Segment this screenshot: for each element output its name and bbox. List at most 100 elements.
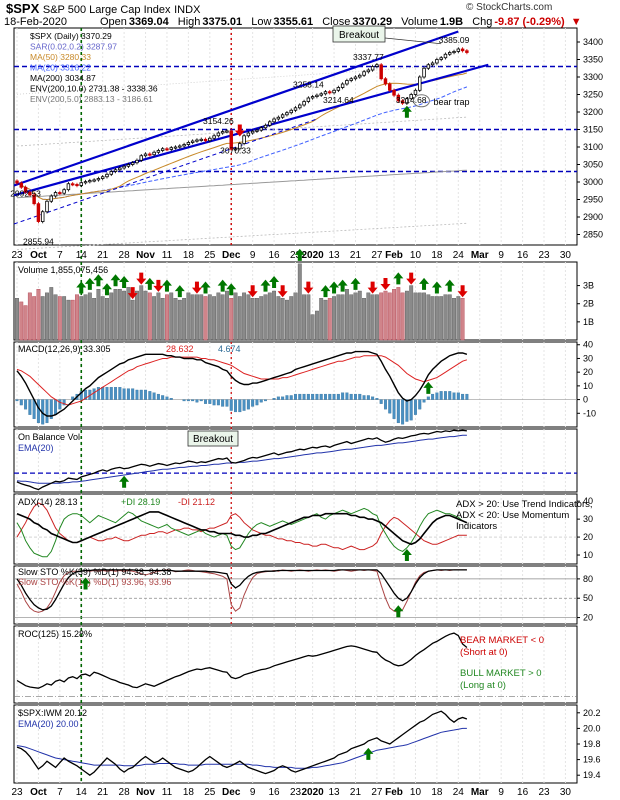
price-candle-body — [310, 96, 315, 99]
macd-ytick-label: 30 — [583, 353, 593, 363]
roc-note-bear-sub: (Short at 0) — [460, 647, 508, 658]
volume-bar — [40, 296, 45, 341]
macd-histogram-bar — [229, 399, 233, 411]
ratio-ema-line — [16, 727, 467, 769]
volume-bar — [177, 299, 182, 341]
macd-histogram-bar — [289, 395, 293, 400]
price-candle-body — [430, 62, 435, 66]
volume-bar — [366, 292, 371, 341]
volume-bar — [190, 294, 195, 341]
price-candle-body — [40, 211, 45, 222]
exchange: INDX — [174, 4, 201, 16]
macd-ytick-label: 10 — [583, 381, 593, 391]
price-candle-body — [62, 189, 66, 194]
macd-histogram-bar — [131, 388, 135, 400]
price-candle-body — [143, 153, 148, 157]
volume-bar — [409, 285, 414, 341]
slowsto-ytick-label: 50 — [583, 593, 593, 603]
price-candle-body — [160, 148, 165, 151]
volume-bar — [447, 294, 452, 341]
macd-histogram-bar — [371, 396, 375, 400]
volume-bar — [417, 292, 422, 341]
quote-line: Open 3369.04 High 3375.01 Low 3355.61 Close… — [100, 16, 582, 28]
obv-ema-legend: EMA(20) — [18, 443, 54, 453]
macd-legend-macd: MACD(12,26,9) 33.305 — [18, 344, 111, 354]
volume-bar — [169, 292, 174, 341]
volume-bar — [152, 296, 157, 341]
volume-bar — [332, 296, 336, 341]
volume-bar — [374, 294, 379, 341]
macd-histogram-bar — [101, 387, 105, 400]
price-candle-body — [285, 112, 289, 116]
volume-bar — [207, 294, 212, 341]
price-candle-body — [212, 135, 216, 139]
price-candle-body — [203, 138, 208, 142]
price-ytick-label: 3050 — [583, 160, 603, 170]
volume-bar — [199, 294, 204, 341]
price-candle-body — [96, 178, 101, 181]
macd-histogram-bar — [204, 399, 208, 404]
volume-bar — [327, 298, 332, 341]
macd-histogram-bar — [298, 393, 302, 400]
volume-bar — [400, 292, 405, 341]
x-axis-top-label: 27 — [371, 250, 383, 261]
volume-up-arrow-icon — [337, 279, 348, 292]
x-axis-bottom-label: 11 — [162, 787, 173, 798]
x-axis-top-label: 23 — [538, 250, 550, 261]
macd-histogram-bar — [379, 399, 383, 404]
price-candle-body — [293, 107, 298, 111]
volume-bar — [250, 298, 255, 341]
macd-ytick-label: 0 — [583, 395, 588, 405]
signal-up-arrow-icon — [423, 381, 434, 394]
price-candle-body — [58, 192, 62, 195]
volume-bar — [310, 314, 315, 341]
price-candle-body — [233, 148, 238, 151]
ratio-legend: $SPX:IWM 20.12 — [18, 708, 87, 718]
price-candle-body — [225, 130, 229, 133]
price-candle-body — [379, 64, 383, 80]
price-data-label: 3337.77 — [353, 52, 384, 62]
price-candle-body — [19, 182, 24, 188]
price-candle-body — [220, 131, 225, 134]
volume-bar — [23, 305, 28, 341]
x-axis-bottom-label: 25 — [204, 787, 216, 798]
volume-bar — [237, 296, 242, 341]
x-axis-top-label: 28 — [119, 250, 131, 261]
x-axis-bottom-label: 7 — [57, 787, 63, 798]
price-candle-body — [79, 182, 83, 186]
price-ytick-label: 3150 — [583, 125, 603, 135]
price-ytick-label: 3300 — [583, 72, 603, 82]
macd-histogram-bar — [362, 395, 366, 400]
volume-up-arrow-icon — [76, 281, 87, 294]
macd-histogram-bar — [79, 391, 83, 400]
macd-histogram-bar — [251, 399, 255, 407]
volume-bar — [289, 296, 294, 341]
volume-down-arrow-icon — [136, 272, 147, 285]
macd-histogram-bar — [285, 395, 289, 400]
macd-histogram-bar — [431, 393, 435, 400]
volume-bar — [314, 310, 319, 341]
price-candle-body — [208, 137, 212, 142]
volume-bar — [349, 294, 354, 341]
x-axis-top-label: Oct — [30, 250, 47, 261]
macd-histogram-bar — [92, 388, 96, 400]
volume-up-arrow-icon — [200, 281, 211, 294]
x-axis-bottom-label: 16 — [517, 787, 529, 798]
volume-up-arrow-icon — [260, 279, 271, 292]
volume-bar — [100, 296, 105, 341]
x-axis-top-label: Feb — [385, 250, 403, 261]
price-candle-body — [173, 146, 178, 149]
price-candle-body — [148, 153, 152, 156]
macd-legend-hist: 4.674 — [218, 344, 241, 354]
price-candle-body — [306, 97, 311, 102]
macd-histogram-bar — [422, 399, 426, 403]
x-axis-bottom-label: 10 — [410, 787, 422, 798]
price-candle-body — [289, 109, 293, 114]
x-axis-bottom-label: 23 — [290, 787, 302, 798]
sto-legend-14: Slow STO %K(14) %D(1) 93.96, 93.96 — [18, 577, 171, 587]
price-candle-body — [70, 183, 75, 186]
price-candle-body — [255, 129, 259, 132]
price-candle-body — [15, 180, 19, 184]
ma200-line — [16, 169, 467, 199]
macd-histogram-bar — [28, 399, 32, 415]
